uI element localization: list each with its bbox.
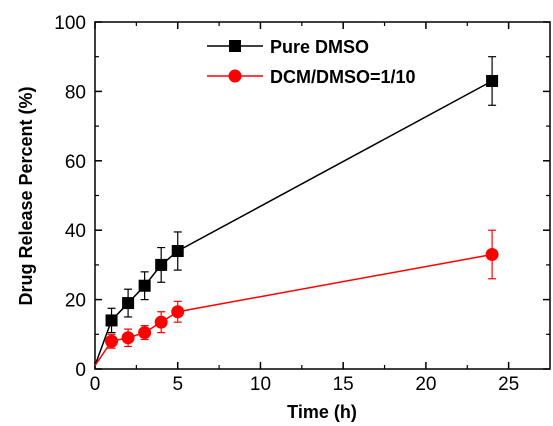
y-tick-label: 60 (65, 152, 86, 173)
x-tick-label: 20 (415, 374, 436, 395)
y-tick-label: 40 (65, 221, 86, 242)
axes: 0 5 10 15 20 25 0 20 40 60 80 100 (54, 13, 550, 395)
y-tick-label: 0 (75, 360, 86, 381)
data-point (138, 326, 152, 340)
legend-marker (229, 40, 241, 52)
data-point (154, 315, 168, 329)
legend-label: DCM/DMSO=1/10 (270, 67, 416, 87)
legend-label: Pure DMSO (270, 37, 369, 57)
data-point (155, 258, 168, 271)
series-line (94, 80, 493, 366)
data-point (105, 314, 118, 327)
y-tick-label: 100 (54, 13, 86, 34)
data-point (122, 297, 135, 310)
y-tick-label: 20 (65, 291, 86, 312)
x-tick-label: 10 (250, 374, 271, 395)
y-tick-label: 80 (65, 82, 86, 103)
y-axis-title: Drug Release Percent (%) (16, 86, 36, 305)
x-axis-title: Time (h) (287, 402, 357, 422)
legend-marker (228, 69, 242, 83)
legend: Pure DMSO DCM/DMSO=1/10 (207, 37, 416, 87)
data-point (485, 247, 499, 261)
data-point (486, 74, 499, 87)
series-layer (94, 56, 499, 366)
x-tick-label: 0 (90, 374, 101, 395)
data-point (171, 245, 184, 258)
x-tick-label: 25 (498, 374, 519, 395)
x-tick-label: 5 (172, 374, 183, 395)
data-point (171, 305, 185, 319)
x-tick-label: 15 (333, 374, 354, 395)
data-point (105, 334, 119, 348)
data-point (121, 331, 135, 345)
data-point (138, 279, 151, 292)
series-line (94, 253, 493, 366)
